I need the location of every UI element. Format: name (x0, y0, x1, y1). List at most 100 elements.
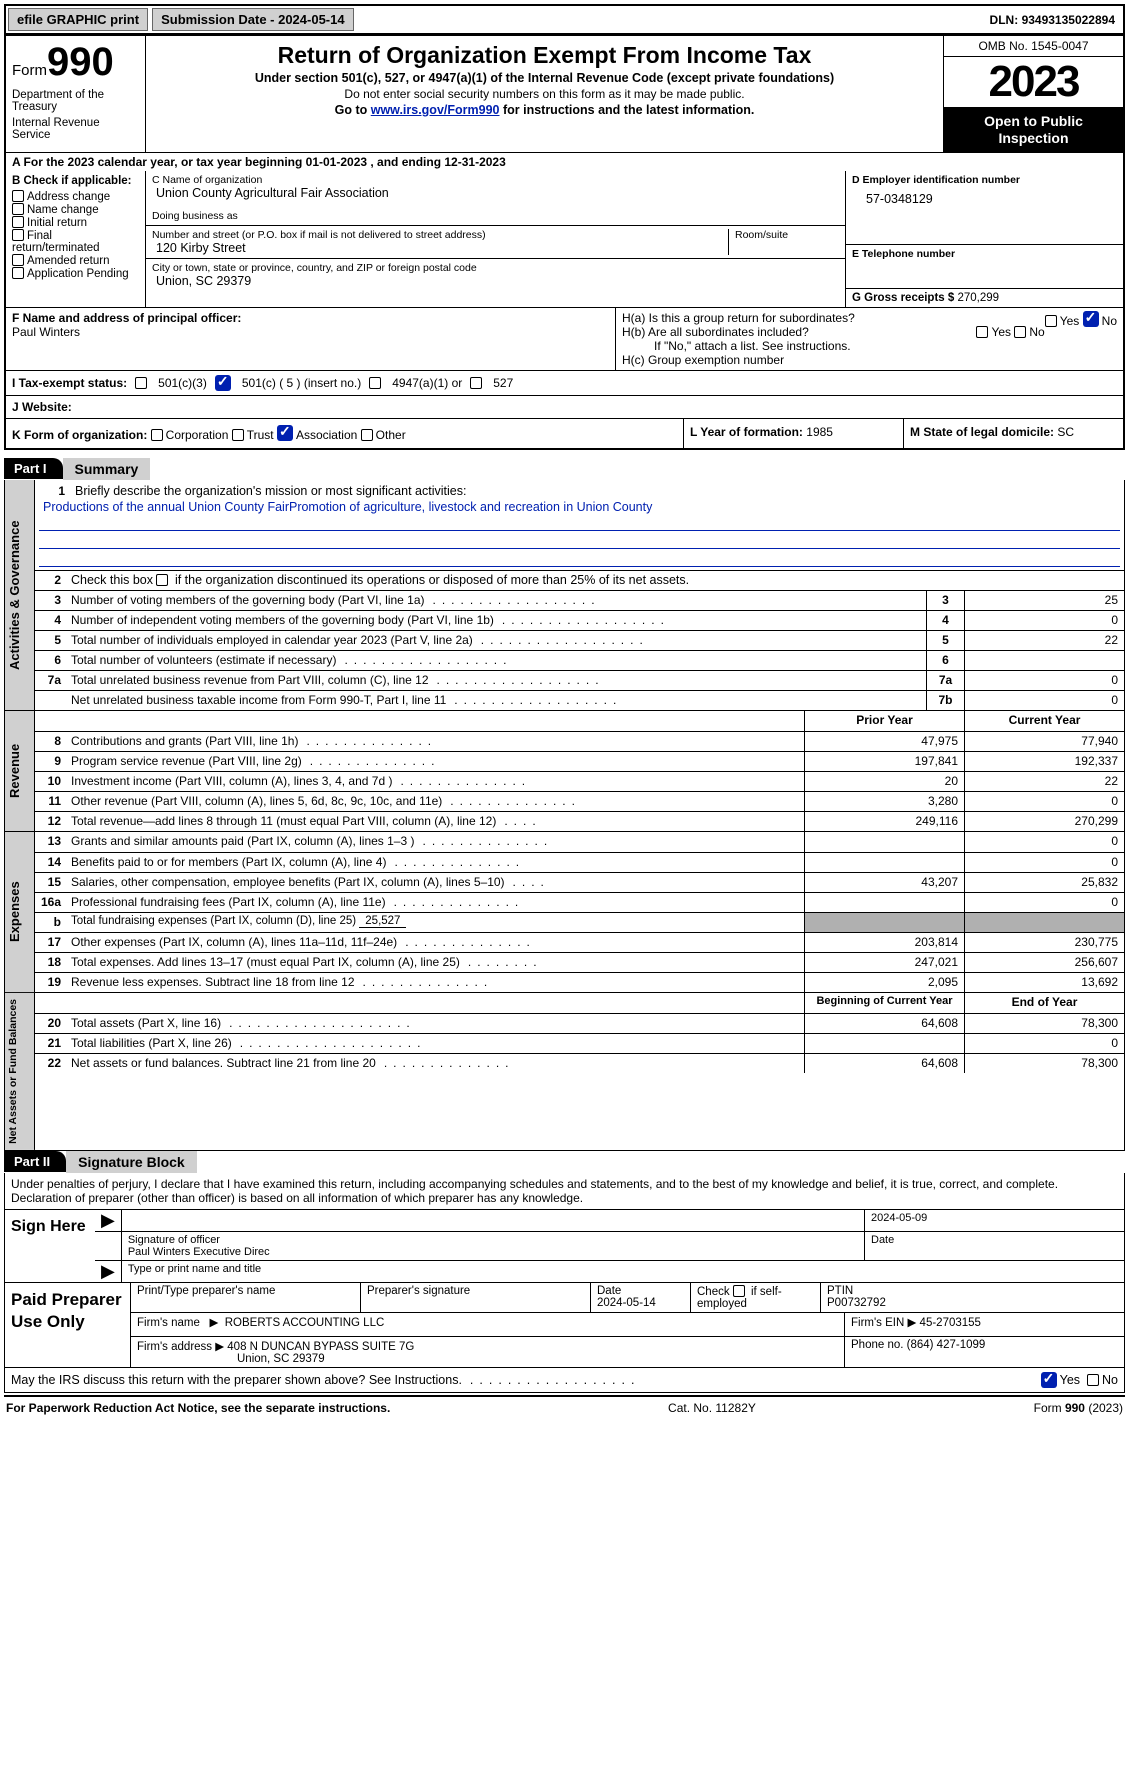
chk-initial-return[interactable]: Initial return (12, 216, 139, 229)
ein-value: 57-0348129 (852, 186, 1117, 206)
val-3: 25 (964, 591, 1124, 610)
c18: 256,607 (964, 953, 1124, 972)
section-l: L Year of formation: 1985 (683, 419, 903, 448)
discuss-yes[interactable] (1041, 1372, 1057, 1388)
line13: Grants and similar amounts paid (Part IX… (67, 832, 804, 852)
prep-sig-label: Preparer's signature (360, 1283, 590, 1312)
org-name-cell: C Name of organization Union County Agri… (146, 171, 845, 226)
sections-bcde: B Check if applicable: Address change Na… (4, 171, 1125, 307)
prep-name-label: Print/Type preparer's name (130, 1283, 360, 1312)
chk-501c3[interactable] (135, 377, 147, 389)
line1-label: Briefly describe the organization's miss… (71, 482, 1120, 500)
chk-4947[interactable] (369, 377, 381, 389)
line3: Number of voting members of the governin… (67, 591, 926, 610)
section-b-header: B Check if applicable: (12, 175, 139, 187)
p8: 47,975 (804, 732, 964, 751)
p13 (804, 832, 964, 852)
irs-label: Internal Revenue Service (12, 113, 139, 141)
chk-address-change[interactable]: Address change (12, 190, 139, 203)
c8: 77,940 (964, 732, 1124, 751)
chk-self-employed[interactable] (733, 1285, 745, 1297)
sign-here-block: Sign Here ▶ 2024-05-09 ▶ Signature of of… (4, 1210, 1125, 1283)
chk-trust[interactable] (232, 429, 244, 441)
c19: 13,692 (964, 973, 1124, 992)
telephone-label: E Telephone number (852, 248, 1117, 260)
line16a: Professional fundraising fees (Part IX, … (67, 893, 804, 912)
chk-app-pending[interactable]: Application Pending (12, 267, 139, 280)
section-a-tax-year: A For the 2023 calendar year, or tax yea… (4, 152, 1125, 171)
chk-corporation[interactable] (151, 429, 163, 441)
c17: 230,775 (964, 933, 1124, 952)
irs-link[interactable]: www.irs.gov/Form990 (371, 103, 500, 117)
line2: Check this box if the organization disco… (67, 571, 1124, 590)
hc-label: H(c) Group exemption number (622, 353, 1117, 367)
p11: 3,280 (804, 792, 964, 811)
c13: 0 (964, 832, 1124, 852)
opt-other: Other (376, 428, 406, 442)
submission-date-button[interactable]: Submission Date - 2024-05-14 (152, 8, 354, 31)
grey16b1 (804, 913, 964, 932)
expenses-block: Expenses 13Grants and similar amounts pa… (4, 832, 1125, 993)
c12: 270,299 (964, 812, 1124, 831)
discuss-no[interactable] (1087, 1374, 1099, 1386)
page-footer: For Paperwork Reduction Act Notice, see … (4, 1395, 1125, 1419)
city-label: City or town, state or province, country… (152, 262, 839, 274)
hb-no[interactable] (1014, 326, 1026, 338)
chk-association[interactable] (277, 425, 293, 441)
chk-name-change[interactable]: Name change (12, 203, 139, 216)
dln-label: DLN: 93493135022894 (982, 10, 1123, 30)
form-label: Form990 (12, 40, 139, 85)
line17: Other expenses (Part IX, column (A), lin… (67, 933, 804, 952)
hb-yes[interactable] (976, 326, 988, 338)
activities-governance-block: Activities & Governance 1Briefly describ… (4, 480, 1125, 711)
line5: Total number of individuals employed in … (67, 631, 926, 650)
tab-revenue: Revenue (5, 711, 35, 831)
street-address: 120 Kirby Street (152, 241, 722, 255)
c10: 22 (964, 772, 1124, 791)
chk-discontinued[interactable] (156, 574, 168, 586)
part-1-title: Summary (63, 458, 151, 480)
chk-527[interactable] (470, 377, 482, 389)
opt-501c3: 501(c)(3) (158, 376, 207, 390)
chk-amended-return[interactable]: Amended return (12, 254, 139, 267)
ha-yes[interactable] (1045, 315, 1057, 327)
hb-note: If "No," attach a list. See instructions… (622, 339, 1117, 353)
p9: 197,841 (804, 752, 964, 771)
hdr-end: End of Year (964, 993, 1124, 1013)
section-j: J Website: (4, 395, 1125, 418)
c15: 25,832 (964, 873, 1124, 892)
form-header: Form990 Department of the Treasury Inter… (4, 36, 1125, 152)
line6: Total number of volunteers (estimate if … (67, 651, 926, 670)
chk-final-return[interactable]: Final return/terminated (12, 229, 139, 254)
phone-label: Phone no. (851, 1339, 903, 1351)
ha-label: H(a) Is this a group return for subordin… (622, 311, 855, 325)
efile-print-button[interactable]: efile GRAPHIC print (8, 8, 148, 31)
discuss-row: May the IRS discuss this return with the… (4, 1368, 1125, 1393)
tab-net-assets: Net Assets or Fund Balances (5, 993, 35, 1150)
line22: Net assets or fund balances. Subtract li… (67, 1054, 804, 1073)
form-title: Return of Organization Exempt From Incom… (156, 42, 933, 69)
sign-date: 2024-05-09 (864, 1210, 1124, 1231)
ha-no[interactable] (1083, 311, 1099, 327)
firm-addr-label: Firm's address (137, 1341, 212, 1353)
chk-other[interactable] (361, 429, 373, 441)
chk-501c[interactable] (215, 375, 231, 391)
fundraising-total: 25,527 (359, 915, 406, 928)
year-formation: 1985 (806, 425, 833, 439)
p21 (804, 1034, 964, 1053)
signature-intro: Under penalties of perjury, I declare th… (4, 1173, 1125, 1210)
mission-line (39, 515, 1120, 531)
section-m: M State of legal domicile: SC (903, 419, 1123, 448)
telephone-cell: E Telephone number (846, 245, 1123, 289)
part-2-tag: Part II (4, 1151, 66, 1172)
part-2-title: Signature Block (66, 1151, 197, 1173)
p15: 43,207 (804, 873, 964, 892)
tax-year: 2023 (944, 57, 1123, 108)
discuss-no-label: No (1102, 1373, 1118, 1387)
ein-cell: D Employer identification number 57-0348… (846, 171, 1123, 245)
val-4: 0 (964, 611, 1124, 630)
topbar: efile GRAPHIC print Submission Date - 20… (4, 4, 1125, 36)
form-org-label: K Form of organization: (12, 428, 147, 442)
net-assets-block: Net Assets or Fund Balances xBeginning o… (4, 993, 1125, 1151)
sections-klm: K Form of organization: Corporation Trus… (4, 418, 1125, 450)
